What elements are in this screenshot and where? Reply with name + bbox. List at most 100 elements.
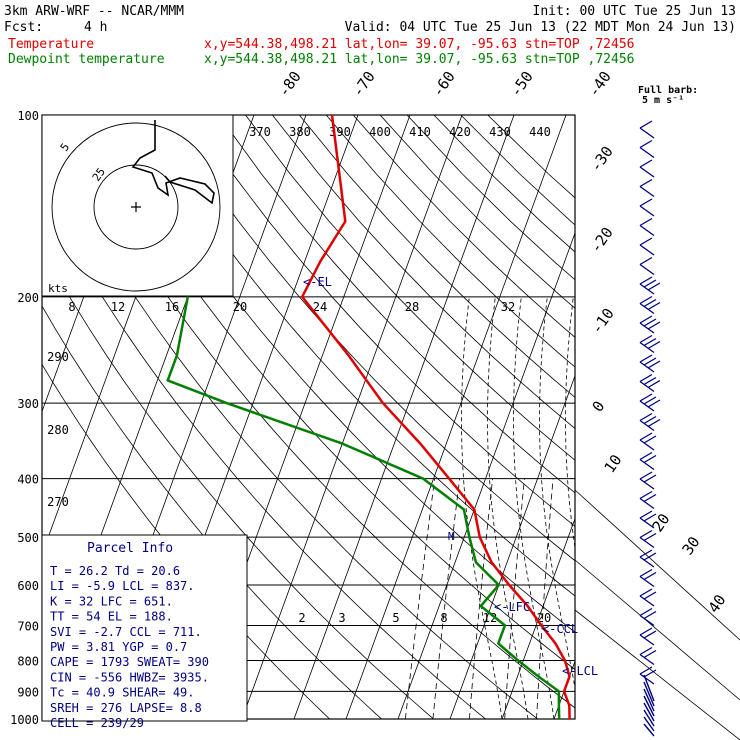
dry-adiabat [83, 115, 575, 671]
mixing-ratio-label-upper: 20 [233, 300, 247, 314]
wind-barb [639, 568, 657, 588]
pressure-tick-label: 300 [17, 397, 39, 411]
isotherm-label: -10 [588, 305, 618, 338]
wind-barb [643, 709, 655, 727]
mixing-ratio-label-upper: 32 [501, 300, 515, 314]
isotherm-label: 0 [589, 398, 609, 416]
fcst-label: Fcst: [4, 20, 43, 35]
isotherm-label: 20 [649, 510, 674, 535]
series-layer: M [166, 114, 571, 720]
dry-adiabat [218, 115, 575, 494]
parcel-info-row: LI = -5.9 LCL = 837. [50, 579, 195, 593]
hodograph-frame [41, 114, 234, 297]
wind-barb [643, 681, 655, 707]
pressure-tick-label: 400 [17, 473, 39, 487]
init-time: Init: 00 UTC Tue 25 Jun 13 [533, 4, 737, 19]
wind-barb [639, 217, 655, 237]
parcel-level-mark: M [448, 530, 455, 543]
dry-adiabat [487, 115, 575, 199]
parcel-info-row: K = 32 LFC = 651. [50, 594, 173, 608]
wind-barb [639, 198, 655, 217]
isotherm-label: 40 [705, 591, 730, 616]
valid-time: Valid: 04 UTC Tue 25 Jun 13 (22 MDT Mon … [345, 20, 736, 35]
wind-barb [639, 549, 657, 568]
wind-barb [639, 256, 655, 276]
isotherm-line [501, 517, 575, 719]
wind-barb [639, 393, 661, 412]
isotherm-label: -80 [275, 68, 305, 101]
parcel-info-frame [41, 534, 248, 722]
isotherm-line [293, 115, 515, 719]
dry-adiabat [137, 115, 575, 597]
dry-adiabat [42, 192, 486, 719]
pressure-tick-label: 600 [17, 579, 39, 593]
dry-adiabat [325, 115, 575, 368]
wind-barb [639, 354, 661, 373]
hodograph-center-icon [131, 202, 141, 212]
theta-low-label: 270 [47, 495, 69, 509]
legend-dewpoint-name: Dewpoint temperature [8, 52, 165, 67]
dewpoint-profile [166, 114, 561, 720]
mixing-ratio-line [469, 478, 493, 719]
wind-barb [639, 432, 657, 451]
parcel-info-row: SVI = -2.7 CCL = 711. [50, 625, 202, 639]
wind-barb [639, 471, 657, 490]
dry-adiabat [191, 115, 575, 527]
theta-low-label: 290 [47, 350, 69, 364]
hodograph-trace [131, 120, 215, 205]
isotherm-line [241, 115, 463, 719]
wind-barb [639, 159, 655, 178]
mixing-ratio-label-upper: 24 [313, 300, 327, 314]
fcst-value: 4 h [84, 20, 107, 35]
legend-temperature-name: Temperature [8, 37, 94, 52]
wind-barb [639, 334, 661, 354]
isotherm-label: -50 [507, 68, 537, 101]
dry-adiabat [42, 248, 434, 719]
border-isotherm-line [574, 489, 740, 641]
wind-barb [639, 627, 657, 646]
model-title: 3km ARW-WRF -- NCAR/MMM [4, 4, 184, 19]
hodograph-ring-25: 25 [90, 165, 108, 183]
wind-barb [643, 723, 655, 737]
hodograph [41, 114, 234, 297]
mixing-ratio-line [579, 479, 591, 719]
wind-barb [639, 139, 655, 159]
parcel-info-row: PW = 3.81 YGP = 0.7 [50, 640, 187, 654]
wind-barb [643, 674, 655, 702]
mixing-ratio-label-upper: 16 [165, 300, 179, 314]
hodograph-units: kts [48, 282, 68, 295]
wind-barb [639, 412, 661, 432]
dry-adiabat [272, 115, 575, 429]
pressure-tick-label: 200 [17, 291, 39, 305]
mixing-ratio-label-upper: 12 [111, 300, 125, 314]
wind-barb [643, 702, 655, 722]
wind-barb [643, 695, 655, 717]
parcel-info-row: CELL = 239/29 [50, 716, 144, 730]
isotherm-line [345, 115, 567, 719]
parcel-info-row: TT = 54 EL = 188. [50, 610, 173, 624]
theta-label: 420 [449, 125, 471, 139]
barb-legend-units: 5 m s⁻¹ [642, 95, 684, 106]
parcel-info-row: Tc = 40.9 SHEAR= 49. [50, 686, 195, 700]
mixing-ratio-line [432, 478, 461, 719]
barb-legend-title: Full barb: [638, 85, 698, 96]
theta-label: 430 [489, 125, 511, 139]
mixing-ratio-label-lower: 2 [298, 611, 305, 625]
isotherm-label: -30 [587, 143, 617, 176]
isotherm-label: 10 [601, 451, 626, 476]
theta-label: 440 [529, 125, 551, 139]
theta-label: 370 [249, 125, 271, 139]
isotherm-line [449, 374, 575, 719]
wind-barb [639, 490, 657, 510]
pressure-tick-label: 500 [17, 531, 39, 545]
wind-barb [639, 295, 661, 315]
isotherm-label: -70 [349, 68, 379, 101]
pressure-tick-label: 1000 [10, 713, 39, 727]
wind-barb [639, 510, 657, 529]
wind-barb [639, 607, 657, 627]
mixing-ratio-line [536, 478, 554, 719]
wind-barb [643, 688, 655, 712]
parcel-info-title: Parcel Info [87, 541, 173, 556]
